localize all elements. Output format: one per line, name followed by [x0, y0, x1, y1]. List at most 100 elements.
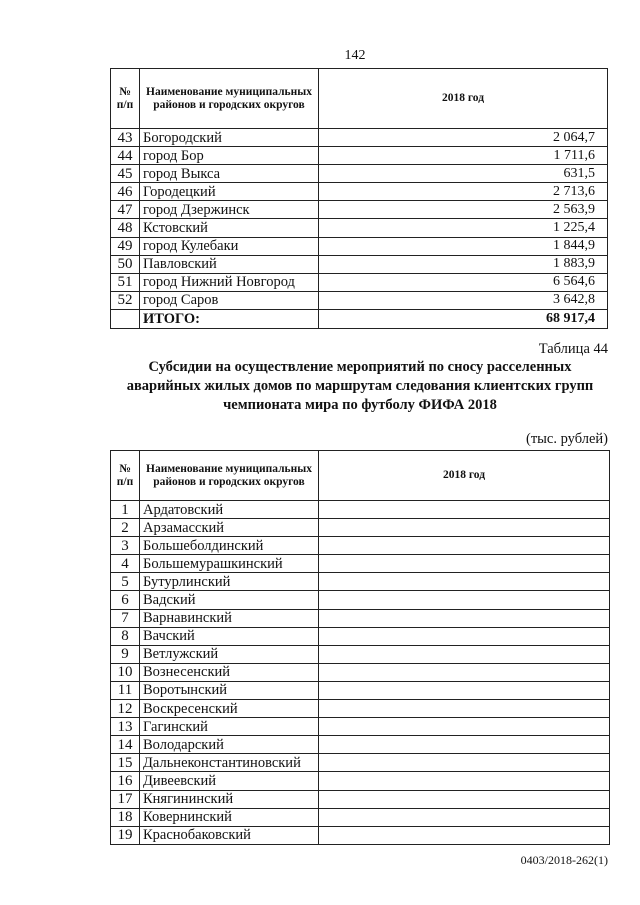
header-num: № п/п	[110, 68, 140, 129]
row-number: 14	[110, 735, 140, 755]
row-value-empty	[318, 662, 610, 682]
row-value-empty	[318, 572, 610, 592]
row-value: 2 563,9	[318, 200, 608, 220]
row-name: Большемурашкинский	[139, 554, 319, 574]
row-value-empty	[318, 807, 610, 827]
row-name: Княгининский	[139, 789, 319, 809]
row-number: 15	[110, 753, 140, 773]
row-name: Богородский	[139, 127, 319, 148]
table-municipal-values: № п/п Наименование муниципальных районов…	[110, 68, 608, 329]
row-name: Вадский	[139, 590, 319, 610]
table-row: 49 город Кулебаки 1 844,9	[110, 236, 608, 256]
table-row: 11 Воротынский	[110, 680, 610, 701]
header-name: Наименование муниципальных районов и гор…	[139, 68, 319, 129]
table-row: 19 Краснобаковский	[110, 825, 610, 845]
row-name: Володарский	[139, 735, 319, 755]
table-row: 44 город Бор 1 711,6	[110, 146, 608, 166]
row-name: Варнавинский	[139, 608, 319, 628]
row-number: 46	[110, 182, 140, 202]
row-number: 48	[110, 218, 140, 238]
row-number: 4	[110, 554, 140, 574]
table-row: 15 Дальнеконстантиновский	[110, 753, 610, 773]
row-value-empty	[318, 680, 610, 701]
row-value-empty	[318, 499, 610, 520]
row-value: 2 064,7	[318, 127, 608, 148]
row-name: Дивеевский	[139, 771, 319, 791]
row-name: Арзамасский	[139, 518, 319, 538]
row-number: 44	[110, 146, 140, 166]
row-number: 47	[110, 200, 140, 220]
row-number: 9	[110, 644, 140, 664]
table-row: 12 Воскресенский	[110, 699, 610, 719]
row-value-empty	[318, 825, 610, 845]
row-value-empty	[318, 717, 610, 737]
row-name: Вачский	[139, 626, 319, 646]
row-number: 10	[110, 662, 140, 682]
units-label: (тыс. рублей)	[526, 431, 608, 447]
row-name: Павловский	[139, 254, 319, 274]
row-number: 13	[110, 717, 140, 737]
row-name: Кстовский	[139, 218, 319, 238]
row-value-empty	[318, 735, 610, 755]
row-number: 19	[110, 825, 140, 845]
row-name: Воскресенский	[139, 699, 319, 719]
table-row: 10 Вознесенский	[110, 662, 610, 682]
row-name: Вознесенский	[139, 662, 319, 682]
row-number: 1	[110, 499, 140, 520]
table-row: 48 Кстовский 1 225,4	[110, 218, 608, 238]
title-line: аварийных жилых домов по маршрутам следо…	[126, 378, 594, 394]
row-value-empty	[318, 699, 610, 719]
row-number: 6	[110, 590, 140, 610]
header-year: 2018 год	[318, 450, 610, 501]
document-code: 0403/2018-262(1)	[520, 853, 608, 867]
row-name: город Дзержинск	[139, 200, 319, 220]
table-row: 18 Ковернинский	[110, 807, 610, 827]
table-label: Таблица 44	[538, 341, 608, 357]
row-number: 45	[110, 164, 140, 184]
row-name: город Кулебаки	[139, 236, 319, 256]
table-row: 3 Большеболдинский	[110, 536, 610, 556]
table-row: 17 Княгининский	[110, 789, 610, 809]
row-name: Городецкий	[139, 182, 319, 202]
row-value: 3 642,8	[318, 290, 608, 310]
row-number: 18	[110, 807, 140, 827]
row-value-empty	[318, 644, 610, 664]
table-title: Субсидии на осуществление мероприятий по…	[100, 358, 620, 415]
table-row: 6 Вадский	[110, 590, 610, 610]
header-year: 2018 год	[318, 68, 608, 129]
row-number: 16	[110, 771, 140, 791]
row-number: 11	[110, 680, 140, 701]
row-value: 1 711,6	[318, 146, 608, 166]
total-value: 68 917,4	[318, 308, 608, 329]
title-line: Субсидии на осуществление мероприятий по…	[148, 359, 572, 375]
row-value-empty	[318, 554, 610, 574]
row-value: 1 844,9	[318, 236, 608, 256]
total-row: ИТОГО: 68 917,4	[110, 308, 608, 329]
row-number: 17	[110, 789, 140, 809]
table-subsidies: № п/п Наименование муниципальных районов…	[110, 450, 610, 845]
row-name: Ветлужский	[139, 644, 319, 664]
row-value-empty	[318, 771, 610, 791]
table-row: 2 Арзамасский	[110, 518, 610, 538]
row-number: 7	[110, 608, 140, 628]
table-row: 5 Бутурлинский	[110, 572, 610, 592]
page-number: 142	[344, 48, 366, 63]
table-row: 16 Дивеевский	[110, 771, 610, 791]
row-number: 8	[110, 626, 140, 646]
row-value-empty	[318, 753, 610, 773]
row-value-empty	[318, 536, 610, 556]
row-name: Гагинский	[139, 717, 319, 737]
row-value: 1 883,9	[318, 254, 608, 274]
header-name: Наименование муниципальных районов и гор…	[139, 450, 319, 501]
row-name: город Бор	[139, 146, 319, 166]
table-row: 7 Варнавинский	[110, 608, 610, 628]
row-value: 2 713,6	[318, 182, 608, 202]
row-value: 6 564,6	[318, 272, 608, 292]
row-name: город Нижний Новгород	[139, 272, 319, 292]
row-name: Ковернинский	[139, 807, 319, 827]
row-value-empty	[318, 518, 610, 538]
row-name: Ардатовский	[139, 499, 319, 520]
table-row: 4 Большемурашкинский	[110, 554, 610, 574]
row-number: 43	[110, 127, 140, 148]
row-name: Краснобаковский	[139, 825, 319, 845]
